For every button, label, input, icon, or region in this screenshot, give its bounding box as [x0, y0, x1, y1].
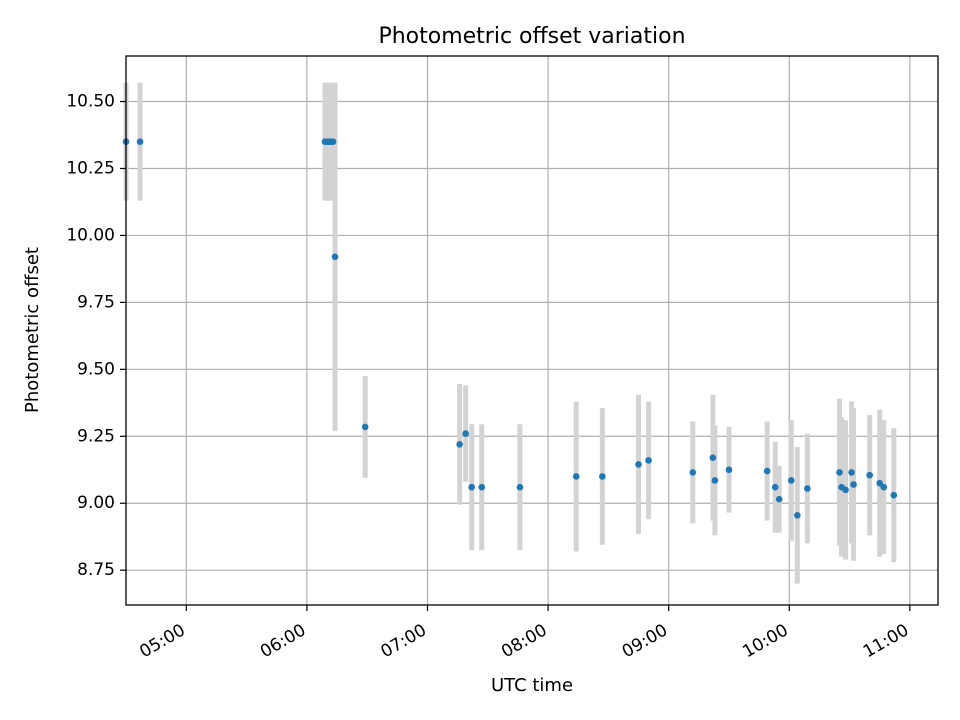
data-points: [122, 138, 898, 519]
data-point: [468, 483, 476, 491]
data-point: [842, 486, 849, 494]
data-point: [866, 471, 873, 479]
data-point: [725, 466, 733, 474]
y-tick-label: 9.25: [77, 426, 115, 446]
data-point: [804, 485, 811, 492]
gridlines: [126, 56, 938, 605]
data-point: [787, 477, 795, 484]
data-point: [775, 495, 783, 503]
data-point: [836, 469, 843, 476]
y-tick-label: 9.00: [77, 493, 115, 513]
data-point: [890, 491, 898, 499]
data-point: [876, 479, 884, 487]
data-point: [794, 511, 801, 519]
ticks: [120, 100, 911, 611]
data-point: [478, 483, 486, 491]
data-point: [572, 473, 580, 480]
y-tick-labels: 8.75 9.00 9.25 9.50 9.75 10.00 10.25 10.50: [66, 92, 115, 581]
data-point: [709, 454, 717, 462]
data-point: [329, 138, 337, 145]
data-point: [635, 461, 642, 468]
data-point: [599, 473, 606, 480]
y-axis-title: Photometric offset: [22, 247, 43, 413]
data-point: [880, 483, 888, 491]
chart-title: Photometric offset variation: [378, 24, 685, 49]
y-tick-label: 8.75: [77, 560, 115, 580]
plot-frame: [125, 55, 939, 606]
y-tick-label: 9.50: [77, 359, 115, 379]
data-point: [645, 457, 652, 464]
data-point: [456, 441, 463, 448]
data-point: [516, 483, 524, 491]
y-tick-label: 10.25: [66, 158, 115, 178]
data-point: [848, 469, 855, 476]
data-point: [689, 469, 697, 476]
y-tick-label: 10.00: [66, 225, 115, 245]
y-tick-label: 10.50: [66, 92, 115, 112]
data-point: [711, 477, 719, 484]
data-point: [361, 423, 369, 431]
data-point: [331, 253, 339, 261]
x-axis-title: UTC time: [491, 675, 573, 696]
data-point: [763, 467, 771, 475]
data-point: [771, 483, 779, 491]
data-point: [850, 481, 857, 488]
y-tick-label: 9.75: [77, 292, 115, 312]
data-point: [136, 138, 144, 145]
data-point: [462, 430, 469, 437]
